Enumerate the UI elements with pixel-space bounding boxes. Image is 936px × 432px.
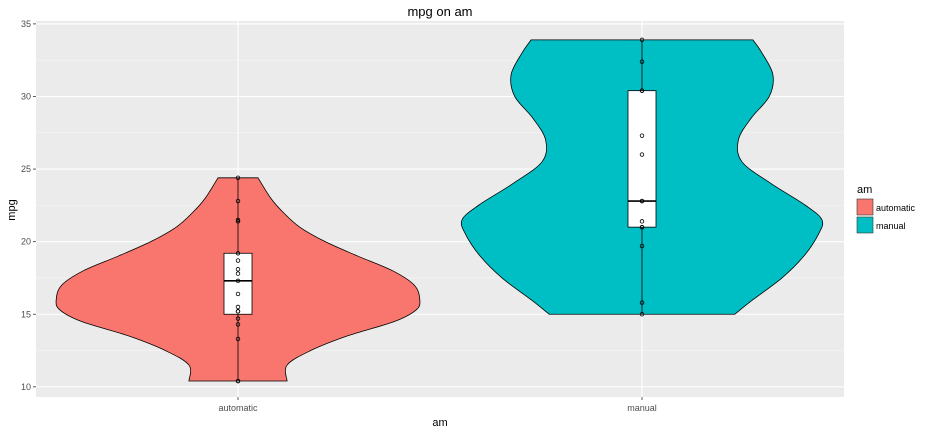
data-point-automatic [235, 271, 241, 276]
data-point-manual [639, 59, 645, 64]
data-point-automatic [235, 291, 241, 297]
data-point-automatic [235, 304, 241, 310]
data-point-automatic [235, 322, 241, 327]
y-tick-label: 25 [21, 164, 31, 174]
data-point-manual [639, 300, 645, 305]
data-point-automatic [235, 336, 241, 342]
data-point-manual [639, 133, 645, 138]
box-manual [627, 90, 657, 228]
y-tick-label: 10 [21, 382, 31, 392]
y-axis-title: mpg [6, 199, 18, 220]
legend-key-manual [856, 216, 874, 234]
legend: am automatic manual [856, 184, 916, 234]
y-tick-label: 35 [21, 19, 31, 29]
y-tick-label: 20 [21, 237, 31, 247]
data-point-manual [639, 224, 645, 230]
data-point-manual [639, 88, 645, 93]
point-layer [235, 37, 645, 384]
y-axis-ticks: 10 15 20 25 30 35 [21, 19, 36, 392]
chart-title: mpg on am [407, 4, 472, 19]
x-axis-title: am [432, 417, 447, 429]
data-point-automatic [235, 278, 241, 284]
y-tick-label: 30 [21, 91, 31, 101]
data-point-automatic [235, 219, 241, 224]
data-point-manual [639, 152, 645, 157]
box-layer [223, 39, 657, 382]
data-point-automatic [235, 217, 241, 223]
data-point-manual [639, 243, 645, 249]
data-point-automatic [235, 198, 241, 204]
data-point-manual [639, 198, 645, 204]
data-point-manual [639, 37, 645, 43]
data-point-automatic [235, 378, 241, 384]
data-point-manual [639, 312, 645, 317]
legend-label-manual: manual [876, 221, 906, 231]
data-point-automatic [235, 316, 241, 321]
y-tick-label: 15 [21, 309, 31, 319]
legend-title: am [857, 184, 872, 196]
legend-label-automatic: automatic [876, 203, 916, 213]
x-tick-label: manual [627, 403, 657, 413]
x-tick-label: automatic [218, 403, 258, 413]
data-point-manual [639, 219, 645, 224]
data-point-automatic [235, 267, 241, 272]
legend-key-automatic [856, 198, 874, 216]
box-automatic [223, 252, 253, 315]
data-point-automatic [235, 258, 241, 263]
x-axis-ticks: automatic manual [218, 397, 657, 413]
data-point-automatic [235, 251, 241, 256]
data-point-automatic [235, 175, 241, 180]
data-point-automatic [235, 309, 241, 314]
